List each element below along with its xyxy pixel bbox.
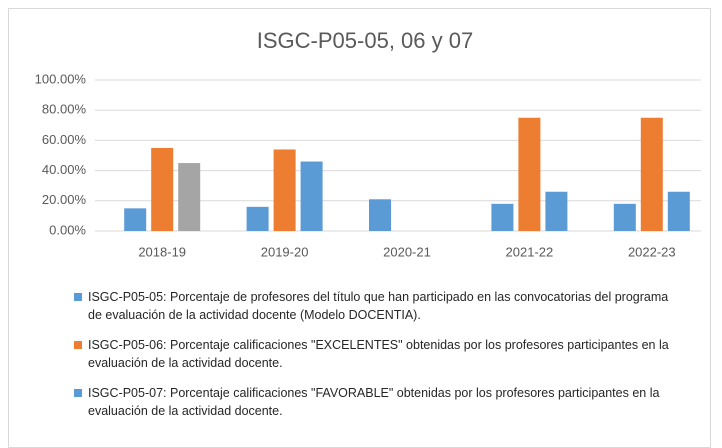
bar	[369, 199, 391, 231]
bar	[273, 149, 296, 231]
x-tick-label: 2018-19	[138, 244, 186, 259]
bar	[178, 163, 201, 231]
legend-label: ISGC-P05-06: Porcentaje calificaciones "…	[88, 338, 669, 370]
bar	[545, 191, 568, 231]
legend-swatch	[74, 293, 82, 301]
page: {"chart_data": {"type": "bar", "title": …	[8, 8, 711, 448]
chart-title: ISGC-P05-05, 06 y 07	[257, 28, 473, 53]
legend: ISGC-P05-05: Porcentaje de profesores de…	[74, 288, 684, 432]
y-tick-label: 60.00%	[42, 132, 87, 147]
bar	[246, 206, 269, 231]
bar	[491, 203, 514, 231]
y-tick-label: 80.00%	[42, 102, 87, 117]
y-tick-label: 0.00%	[49, 222, 86, 237]
bar	[613, 203, 636, 231]
chart: ISGC-P05-05, 06 y 07 0.00% 20.00% 40.00% 60…	[35, 28, 701, 259]
x-tick-label: 2021-22	[506, 244, 554, 259]
bar	[667, 191, 690, 231]
legend-swatch	[74, 341, 82, 349]
y-tick-label: 20.00%	[42, 192, 87, 207]
x-tick-label: 2022-23	[628, 244, 676, 259]
x-tick-label: 2020-21	[383, 244, 431, 259]
y-tick-label: 40.00%	[42, 162, 87, 177]
legend-entry: ISGC-P05-07: Porcentaje calificaciones "…	[74, 384, 684, 420]
bar	[640, 117, 663, 231]
y-tick-label: 100.00%	[35, 71, 87, 86]
bar	[151, 147, 174, 231]
bar	[300, 161, 323, 231]
bar	[124, 208, 147, 231]
legend-label: ISGC-P05-05: Porcentaje de profesores de…	[88, 290, 669, 322]
legend-entry: ISGC-P05-05: Porcentaje de profesores de…	[74, 288, 684, 324]
legend-entry: ISGC-P05-06: Porcentaje calificaciones "…	[74, 336, 684, 372]
legend-label: ISGC-P05-07: Porcentaje calificaciones "…	[88, 386, 660, 418]
bar	[518, 117, 541, 231]
legend-swatch	[74, 389, 82, 397]
x-tick-label: 2019-20	[261, 244, 309, 259]
